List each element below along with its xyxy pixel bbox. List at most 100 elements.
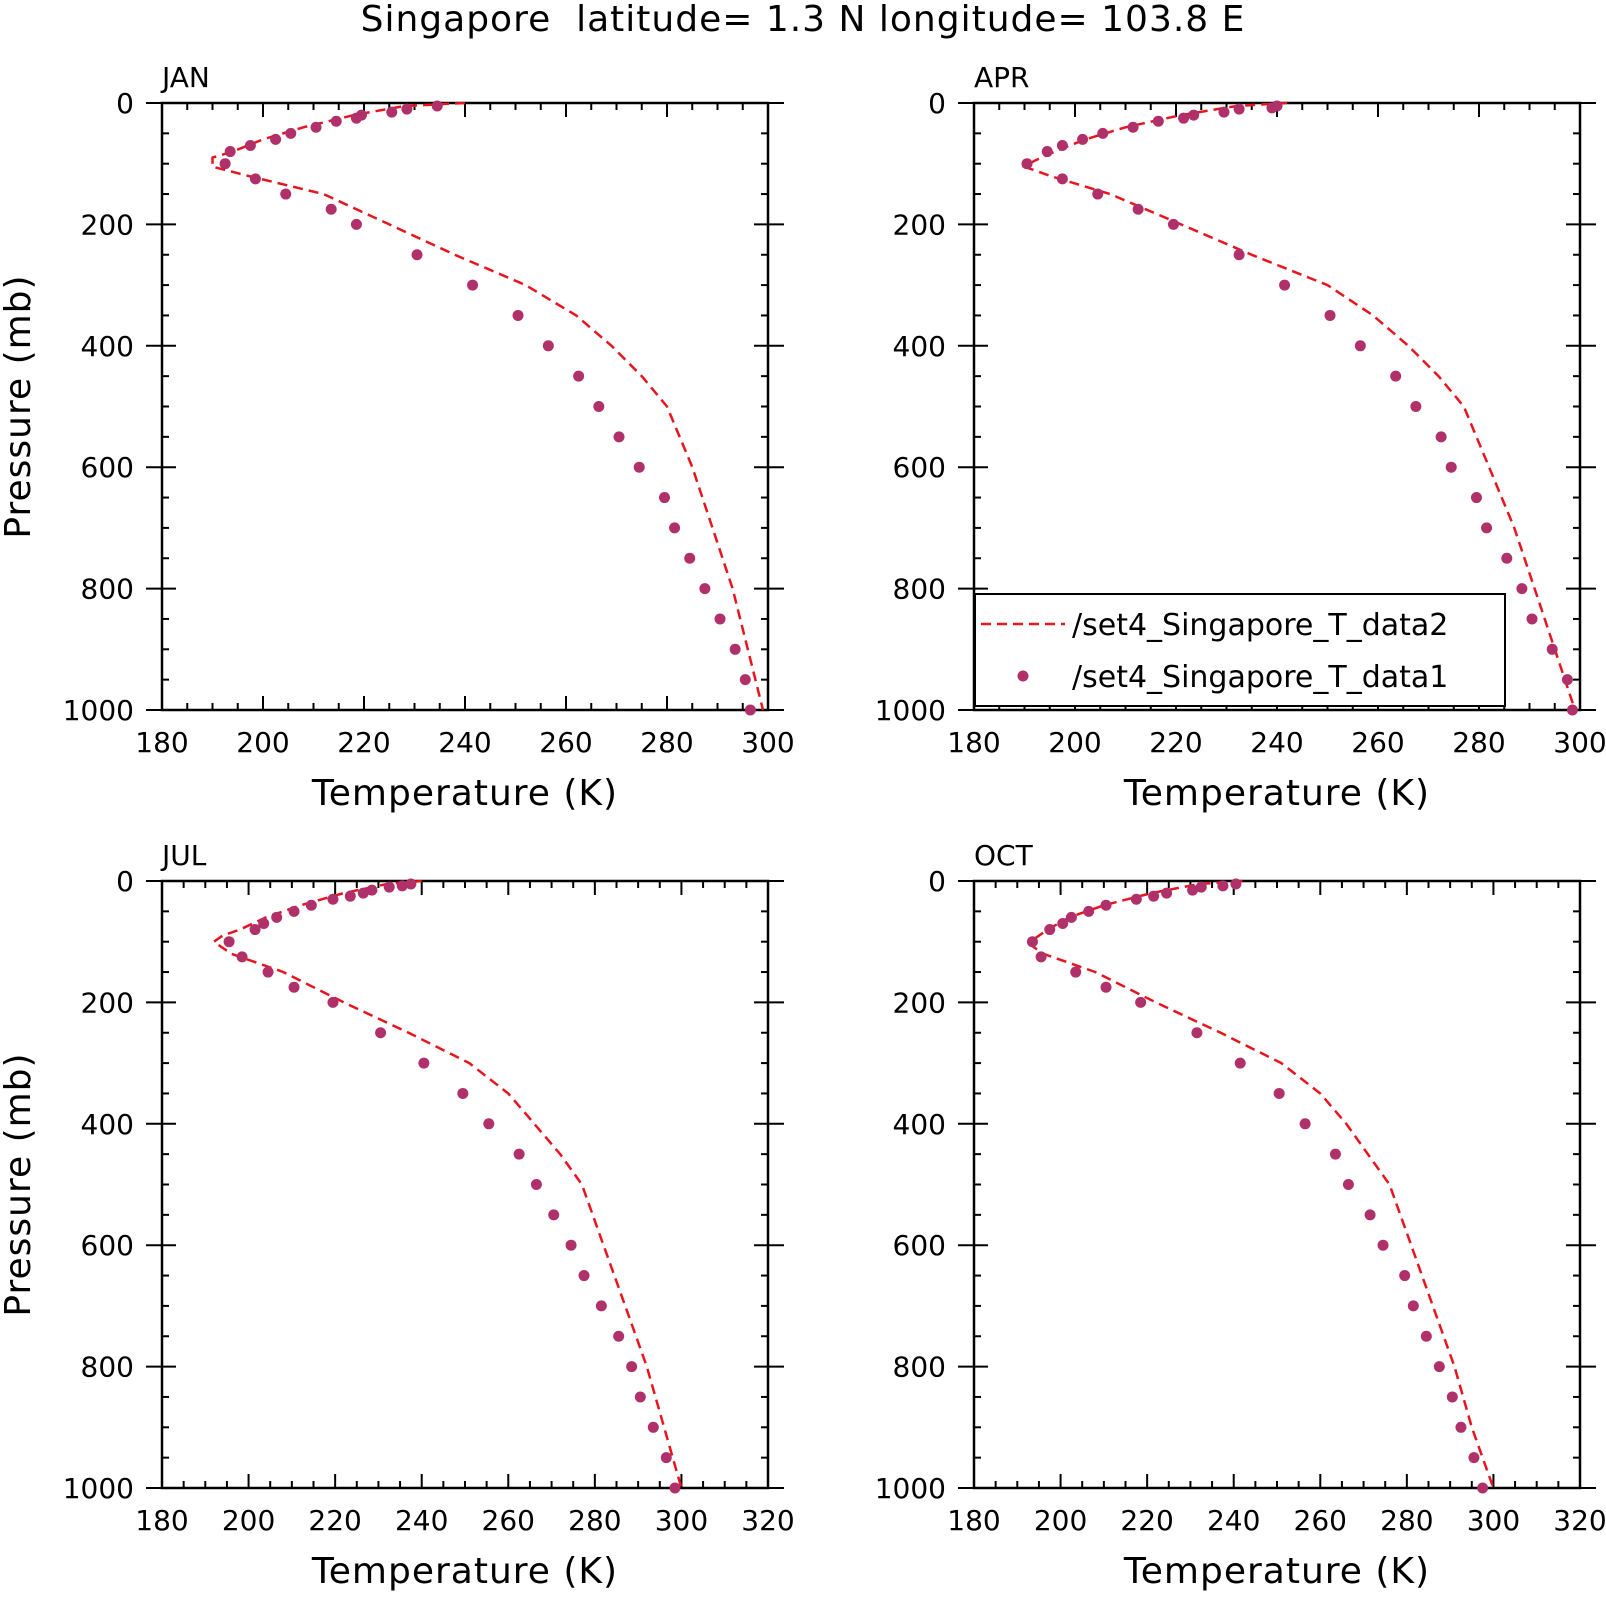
y-tick-label: 200 <box>893 208 946 241</box>
data-point-data1 <box>249 924 261 936</box>
data-point-data1 <box>739 674 751 686</box>
data-point-data1 <box>270 133 282 145</box>
x-tick-label: 220 <box>1120 1504 1173 1537</box>
y-tick-label: 600 <box>81 451 134 484</box>
data-point-data1 <box>530 1179 542 1190</box>
data-point-data1 <box>1468 1452 1480 1464</box>
data-point-data1 <box>1526 613 1538 625</box>
data-point-data1 <box>1481 522 1493 534</box>
data-point-data1 <box>1217 880 1229 892</box>
data-point-data1 <box>1152 115 1164 127</box>
data-point-data1 <box>565 1239 577 1251</box>
legend-entry-label: /set4_Singapore_T_data2 <box>1072 608 1448 643</box>
y-tick-label: 200 <box>81 986 134 1019</box>
y-axis-label: Pressure (mb) <box>0 274 39 538</box>
data-point-data1 <box>1100 899 1112 911</box>
series-line-data2 <box>211 101 765 711</box>
data-point-data1 <box>1377 1239 1389 1251</box>
data-point-data1 <box>288 905 300 917</box>
data-point-data1 <box>1234 1057 1246 1069</box>
panel-label: JUL <box>160 839 207 872</box>
data-point-data1 <box>1218 106 1230 118</box>
data-point-data1 <box>431 100 443 112</box>
x-tick-label: 280 <box>640 726 693 759</box>
x-tick-label: 300 <box>655 1504 708 1537</box>
data-point-data1 <box>325 203 337 215</box>
panel-label: JAN <box>160 61 210 94</box>
data-point-data1 <box>1399 1270 1411 1282</box>
x-tick-label: 320 <box>1553 1504 1606 1537</box>
data-point-data1 <box>1230 878 1242 890</box>
data-point-data1 <box>330 115 342 127</box>
y-tick-label: 200 <box>81 208 134 241</box>
data-point-data1 <box>1446 1391 1458 1403</box>
data-point-data1 <box>271 911 283 923</box>
data-point-data1 <box>288 981 300 993</box>
data-point-data1 <box>1065 911 1077 923</box>
data-point-data1 <box>1324 309 1336 321</box>
data-point-data1 <box>1167 218 1179 230</box>
x-tick-label: 200 <box>222 1504 275 1537</box>
x-tick-label: 200 <box>236 726 289 759</box>
x-tick-label: 180 <box>947 726 1000 759</box>
data-point-data1 <box>1056 173 1068 185</box>
data-point-data1 <box>1516 583 1528 595</box>
data-point-data1 <box>1407 1300 1419 1312</box>
y-tick-label: 1000 <box>63 1472 134 1505</box>
data-point-data1 <box>396 880 408 892</box>
data-point-data1 <box>280 188 292 200</box>
x-tick-label: 180 <box>947 1504 1000 1537</box>
data-point-data1 <box>633 461 645 473</box>
x-tick-label: 180 <box>135 726 188 759</box>
legend-box <box>974 593 1506 707</box>
data-point-data1 <box>684 552 696 564</box>
data-point-data1 <box>1420 1330 1432 1342</box>
y-tick-label: 400 <box>893 330 946 363</box>
y-tick-label: 0 <box>116 87 134 120</box>
data-point-data1 <box>383 881 395 893</box>
panel-label: OCT <box>974 839 1034 872</box>
panel-jan: 180 200 220 240 260 280 300 0 200 400 600 800 1000 JA… <box>0 61 795 814</box>
data-point-data1 <box>1546 643 1558 655</box>
data-point-data1 <box>411 249 423 261</box>
data-point-data1 <box>223 936 235 948</box>
y-tick-label: 400 <box>81 1108 134 1141</box>
data-point-data1 <box>262 966 274 978</box>
x-tick-label: 280 <box>1452 726 1505 759</box>
panel-label: APR <box>974 61 1030 94</box>
data-point-data1 <box>1044 924 1056 936</box>
x-tick-label: 260 <box>1294 1504 1347 1537</box>
x-tick-label: 220 <box>1149 726 1202 759</box>
data-point-data1 <box>1077 133 1089 145</box>
data-point-data1 <box>467 279 479 291</box>
data-point-data1 <box>1273 1087 1285 1099</box>
legend: /set4_Singapore_T_data2/set4_Singapore_T… <box>974 593 1506 707</box>
data-point-data1 <box>634 1391 646 1403</box>
y-tick-label: 600 <box>893 1229 946 1262</box>
x-tick-label: 260 <box>482 1504 535 1537</box>
x-tick-label: 260 <box>1351 726 1404 759</box>
y-tick-label: 1000 <box>875 694 946 727</box>
data-point-data1 <box>244 139 256 151</box>
y-tick-label: 400 <box>81 330 134 363</box>
legend-marker-swatch <box>1017 670 1029 682</box>
data-point-data1 <box>1299 1118 1311 1130</box>
data-point-data1 <box>327 996 339 1008</box>
data-point-data1 <box>1477 1482 1489 1494</box>
x-tick-label: 240 <box>395 1504 448 1537</box>
x-tick-label: 200 <box>1034 1504 1087 1537</box>
data-point-data1 <box>513 1148 525 1160</box>
data-point-data1 <box>375 1027 387 1039</box>
data-point-data1 <box>1195 881 1207 893</box>
data-point-data1 <box>512 309 524 321</box>
y-tick-label: 400 <box>893 1108 946 1141</box>
data-point-data1 <box>1435 431 1447 443</box>
data-point-data1 <box>1041 146 1053 158</box>
x-tick-label: 220 <box>337 726 390 759</box>
data-point-data1 <box>405 878 417 890</box>
data-point-data1 <box>1178 112 1190 124</box>
data-point-data1 <box>1035 951 1047 963</box>
data-point-data1 <box>457 1087 469 1099</box>
plot-frame <box>972 879 1582 1490</box>
